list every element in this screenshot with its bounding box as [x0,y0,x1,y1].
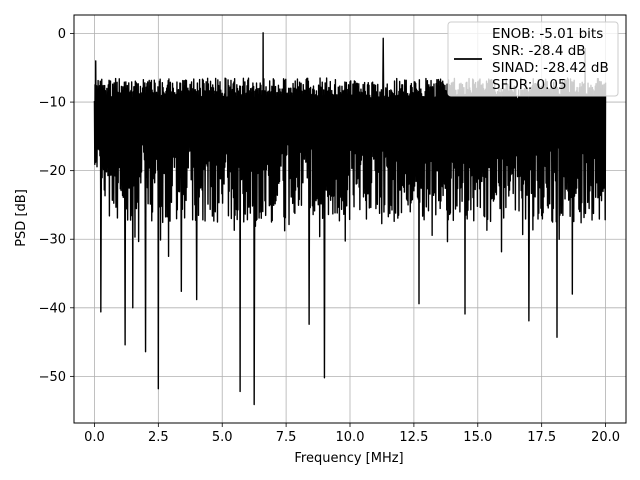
x-tick-label: 17.5 [527,430,556,445]
y-tick-label: −30 [39,233,66,248]
legend-box [447,21,619,97]
y-tick-label: −50 [39,370,66,385]
y-tick-label: 0 [58,27,66,42]
y-tick-label: −40 [39,301,66,316]
x-tick-label: 12.5 [399,430,428,445]
x-tick-label: 5.0 [212,430,233,445]
x-tick-label: 0.0 [84,430,105,445]
x-tick-label: 15.0 [463,430,492,445]
x-tick-label: 2.5 [148,430,169,445]
x-tick-label: 7.5 [276,430,297,445]
y-tick-label: −20 [39,164,66,179]
legend: ENOB: -5.01 bits SNR: -28.4 dB SINAD: -2… [447,21,619,97]
x-axis-ticks: 0.0 2.5 5.0 7.5 10.0 12.5 15.0 17.5 20.0 [84,423,620,445]
x-tick-label: 10.0 [336,430,365,445]
y-axis-label: PSD [dB] [14,189,29,247]
legend-snr: SNR: -28.4 dB [492,43,586,59]
psd-trace [93,32,607,406]
legend-enob: ENOB: -5.01 bits [492,26,603,42]
psd-series-line [93,32,607,406]
y-axis-ticks: 0 −10 −20 −30 −40 −50 [39,27,74,385]
y-tick-label: −10 [39,96,66,111]
legend-sfdr: SFDR: 0.05 [492,77,567,93]
x-axis-label: Frequency [MHz] [294,451,403,466]
x-tick-label: 20.0 [591,430,620,445]
legend-sinad: SINAD: -28.42 dB [492,60,609,76]
